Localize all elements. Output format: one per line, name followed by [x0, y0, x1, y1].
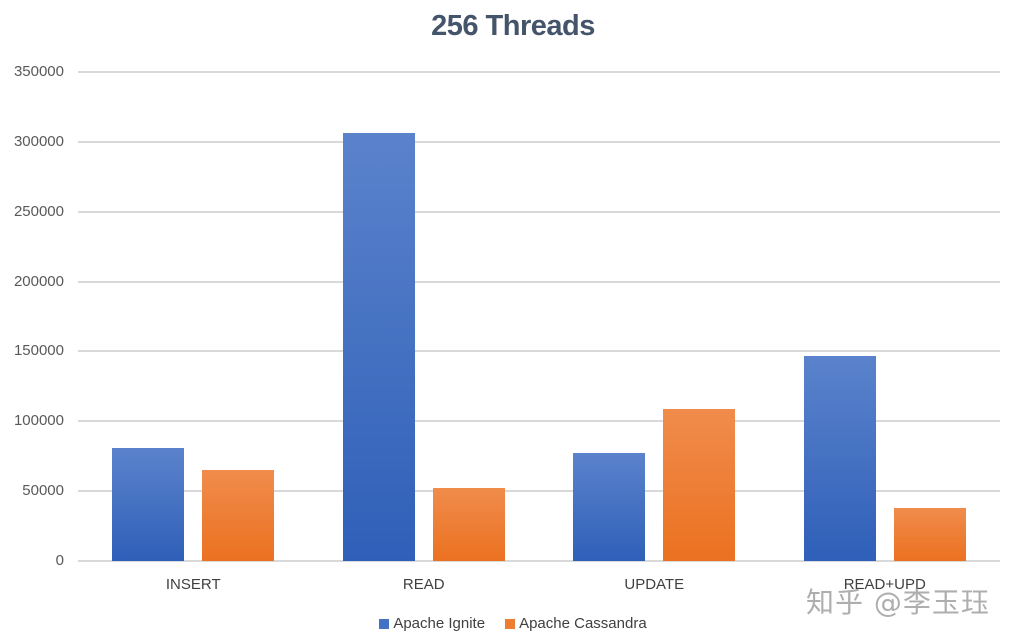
gridline: [78, 210, 1000, 213]
legend-label: Apache Cassandra: [519, 615, 647, 632]
bar-apache-ignite-update: [573, 453, 646, 561]
y-tick-label: 350000: [13, 63, 64, 80]
gridline: [78, 490, 1000, 493]
y-tick-label: 100000: [13, 412, 64, 430]
x-tick-label: READ: [402, 576, 445, 593]
bar-apache-cassandra-insert: [202, 469, 275, 561]
gridline: [78, 140, 1000, 143]
chart-title: 256 Threads: [431, 10, 595, 42]
legend: Apache Ignite Apache Cassandra: [0, 615, 1026, 632]
y-tick-label: 200000: [13, 272, 64, 290]
gridline: [78, 280, 1000, 283]
bar-apache-cassandra-update: [663, 409, 736, 561]
bar-apache-ignite-insert: [112, 447, 185, 561]
plot-area: [78, 71, 1000, 562]
legend-swatch-icon: [505, 618, 516, 629]
y-tick-label: 50000: [22, 482, 64, 500]
y-tick-label: 150000: [13, 342, 64, 360]
watermark: 知乎 @李玉珏: [806, 586, 990, 619]
bar-apache-ignite-read-upd: [803, 355, 876, 561]
legend-item: Apache Ignite: [379, 615, 485, 632]
bar-apache-cassandra-read: [432, 487, 505, 561]
legend-swatch-icon: [379, 618, 390, 629]
gridline: [78, 71, 1000, 73]
gridline: [78, 560, 1000, 562]
x-tick-label: INSERT: [165, 576, 221, 593]
y-tick-label: 250000: [13, 202, 64, 220]
bar-apache-cassandra-read-upd: [893, 507, 966, 561]
y-tick-label: 0: [55, 552, 64, 569]
legend-item: Apache Cassandra: [505, 615, 647, 632]
x-tick-label: UPDATE: [624, 576, 685, 593]
legend-label: Apache Ignite: [393, 615, 486, 632]
bar-apache-ignite-read: [342, 133, 415, 561]
gridline: [78, 420, 1000, 423]
gridline: [78, 350, 1000, 353]
x-tick-label: READ+UPD: [843, 576, 926, 593]
y-tick-label: 300000: [13, 132, 64, 150]
